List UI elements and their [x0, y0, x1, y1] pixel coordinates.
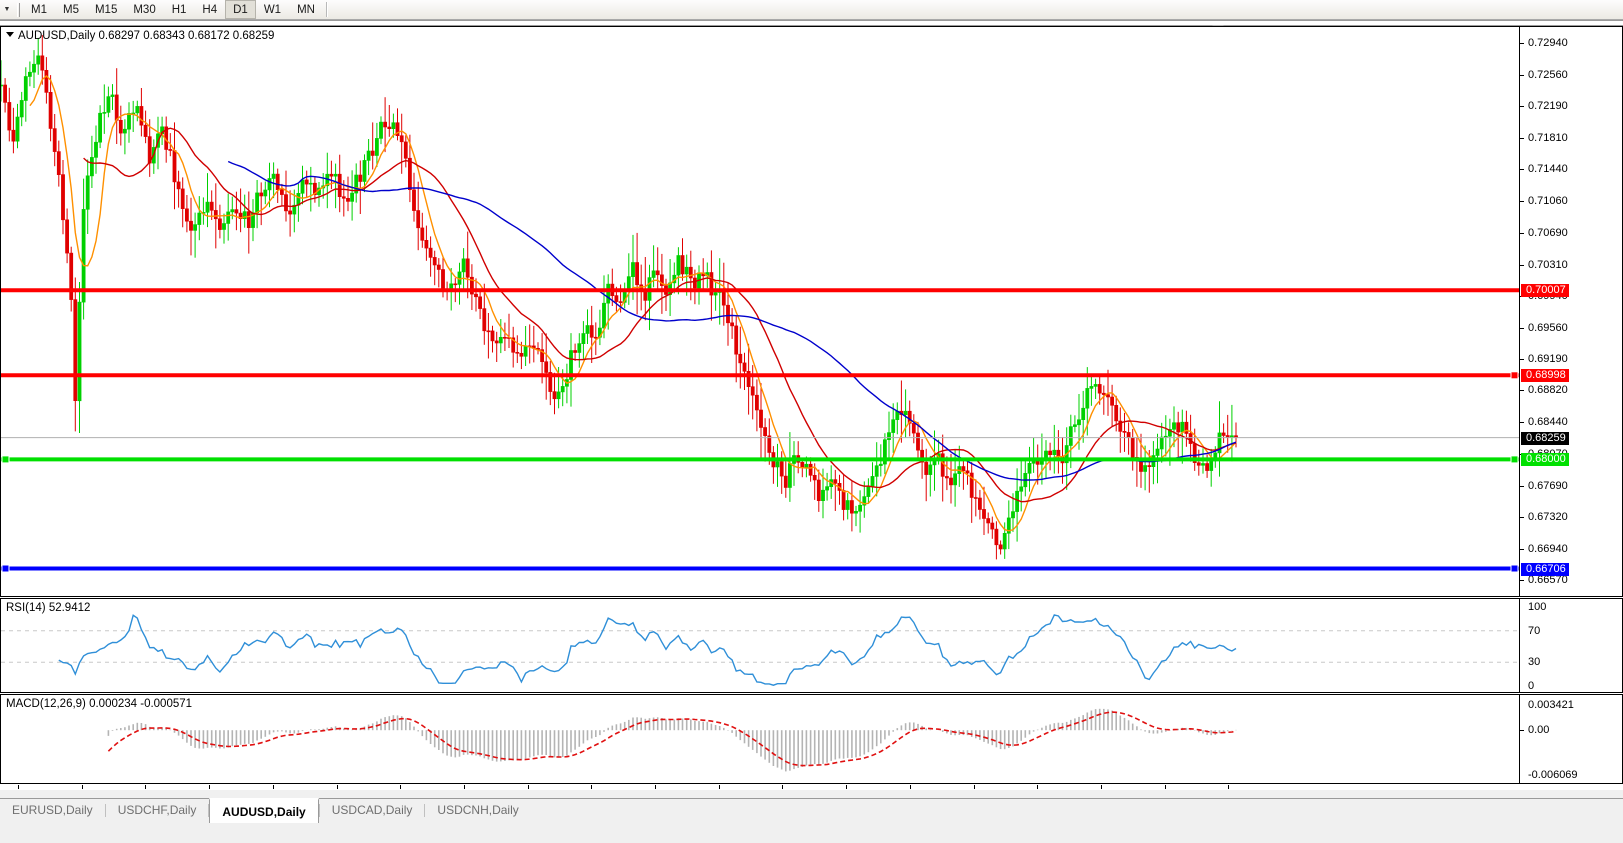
macd-axis-tick: 0.00	[1520, 725, 1622, 736]
timeframe-button-m1[interactable]: M1	[31, 3, 47, 16]
date-axis-tick	[846, 785, 848, 789]
price-axis-tick: 0.67320	[1520, 511, 1622, 523]
date-axis-tick	[463, 785, 465, 789]
timeframe-button-group: M1 M5 M15 M30 H1 H4 D1 W1 MN	[23, 0, 323, 19]
timeframe-button-m5[interactable]: M5	[62, 3, 79, 16]
rsi-pane[interactable]: RSI(14) 52.9412 100 70 30 0	[0, 598, 1623, 693]
price-axis[interactable]: 0.72940 0.72560 0.72190 0.71810 0.71440 0.710…	[1519, 27, 1622, 596]
rsi-axis: 100 70 30 0	[1519, 599, 1622, 692]
collapse-triangle-icon[interactable]	[6, 32, 14, 37]
price-axis-tick: 0.66940	[1520, 543, 1622, 555]
macd-plot[interactable]	[1, 695, 1519, 783]
date-axis-tick	[18, 785, 19, 789]
date-axis-tick	[973, 785, 975, 789]
timeframe-button-m30[interactable]: M30	[133, 3, 156, 16]
price-axis-tick: 0.71060	[1520, 196, 1622, 207]
date-axis-tick	[400, 785, 402, 789]
chart-tab-strip: EURUSD,Daily USDCHF,Daily AUDUSD,Daily USDC…	[0, 798, 1623, 823]
rsi-axis-tick: 30	[1528, 656, 1541, 669]
date-axis-tick	[81, 785, 83, 789]
price-axis-tick: 0.72190	[1520, 101, 1622, 112]
price-axis-tick: 0.71810	[1520, 133, 1622, 144]
price-axis-tick: 0.67690	[1520, 480, 1622, 492]
timeframe-button-d1[interactable]: D1	[225, 0, 256, 19]
chevron-down-icon[interactable]: ▼	[3, 6, 11, 13]
timeframe-button-h1[interactable]: H1	[171, 3, 187, 16]
rsi-axis-tick: 0	[1528, 680, 1535, 692]
hline-handle-066706	[1510, 564, 1519, 573]
rsi-axis-tick: 100	[1528, 601, 1547, 613]
price-tag-070007[interactable]: 0.70007	[1521, 284, 1569, 298]
candlestick-series	[1, 35, 1519, 573]
timeframe-button-h4[interactable]: H4	[202, 3, 218, 16]
price-axis-tick: 0.70690	[1520, 227, 1622, 239]
tab-divider	[424, 804, 426, 817]
macd-axis: 0.003421 0.00 -0.006069	[1519, 695, 1622, 783]
rsi-axis-tick: 70	[1528, 624, 1541, 637]
price-tag-066706[interactable]: 0.66706	[1521, 562, 1569, 576]
price-axis-tick: 0.70310	[1520, 259, 1622, 271]
macd-axis-tick: 0.003421	[1528, 699, 1574, 711]
price-pane-label-text: AUDUSD,Daily 0.68297 0.68343 0.68172 0.6…	[18, 30, 275, 42]
macd-pane-label: MACD(12,26,9) 0.000234 -0.000571	[6, 698, 193, 710]
rsi-pane-label: RSI(14) 52.9412	[6, 602, 91, 614]
macd-axis-tick: -0.006069	[1528, 769, 1578, 781]
date-axis-tick	[655, 785, 656, 789]
chart-tab-usdchf[interactable]: USDCHF,Daily	[117, 802, 197, 817]
price-plot[interactable]	[1, 27, 1519, 596]
price-tag-068259[interactable]: 0.68259	[1521, 431, 1569, 445]
timeframe-toolbar: ▼ M1 M5 M15 M30 H1 H4 D1 W1 MN	[0, 0, 1623, 20]
date-axis-tick	[1100, 785, 1102, 789]
price-axis-tick: 0.69190	[1520, 354, 1622, 365]
date-axis-tick	[1228, 785, 1230, 789]
rsi-plot[interactable]	[1, 599, 1519, 692]
date-axis-tick	[272, 785, 274, 789]
chart-tab-bar: EURUSD,Daily USDCHF,Daily AUDUSD,Daily USDC…	[0, 790, 1623, 843]
price-axis-tick: 0.69560	[1520, 322, 1622, 334]
tab-divider	[318, 804, 320, 817]
date-axis-tick	[1164, 785, 1166, 789]
date-axis-tick	[145, 785, 147, 789]
date-axis-tick	[718, 785, 720, 789]
price-axis-tick: 0.72560	[1520, 70, 1622, 81]
date-axis-tick	[209, 785, 211, 789]
chart-tab-audusd[interactable]: AUDUSD,Daily	[209, 798, 319, 823]
timeframe-button-m15[interactable]: M15	[94, 3, 118, 16]
price-axis-tick: 0.71440	[1520, 164, 1622, 175]
tab-divider	[104, 804, 106, 817]
date-axis-tick	[909, 785, 911, 789]
price-pane-label: AUDUSD,Daily 0.68297 0.68343 0.68172 0.6…	[6, 30, 274, 42]
timeframe-button-w1[interactable]: W1	[263, 3, 282, 16]
price-axis-tick: 0.72940	[1520, 38, 1622, 49]
price-axis-tick: 0.68440	[1520, 417, 1622, 428]
chart-tab-usdcnh[interactable]: USDCNH,Daily	[437, 802, 519, 817]
timeframe-button-mn[interactable]: MN	[297, 3, 315, 16]
date-axis-tick	[527, 785, 529, 789]
price-tag-068000[interactable]: 0.68000	[1521, 453, 1569, 467]
price-pane[interactable]: AUDUSD,Daily 0.68297 0.68343 0.68172 0.6…	[0, 26, 1623, 597]
date-axis-tick	[591, 785, 593, 789]
chart-area: AUDUSD,Daily 0.68297 0.68343 0.68172 0.6…	[0, 20, 1623, 821]
hline-handle-068000	[1510, 455, 1519, 464]
toolbar-divider	[325, 2, 328, 17]
macd-histogram-series	[107, 708, 1237, 772]
rsi-line-series	[1, 614, 1519, 686]
drag-grip-icon[interactable]	[14, 0, 23, 19]
hline-handle-068998	[1510, 371, 1519, 380]
tab-divider	[208, 804, 210, 817]
date-axis-tick	[782, 785, 784, 789]
date-axis-tick	[1037, 785, 1039, 789]
chart-tab-usdcad[interactable]: USDCAD,Daily	[331, 802, 413, 817]
date-axis-tick	[336, 785, 338, 789]
price-axis-tick: 0.66570	[1520, 574, 1622, 586]
macd-pane[interactable]: MACD(12,26,9) 0.000234 -0.000571 0.00342…	[0, 694, 1623, 784]
price-tag-068998[interactable]: 0.68998	[1521, 369, 1569, 383]
chart-tab-eurusd[interactable]: EURUSD,Daily	[12, 802, 93, 817]
price-axis-tick: 0.68820	[1520, 385, 1622, 396]
